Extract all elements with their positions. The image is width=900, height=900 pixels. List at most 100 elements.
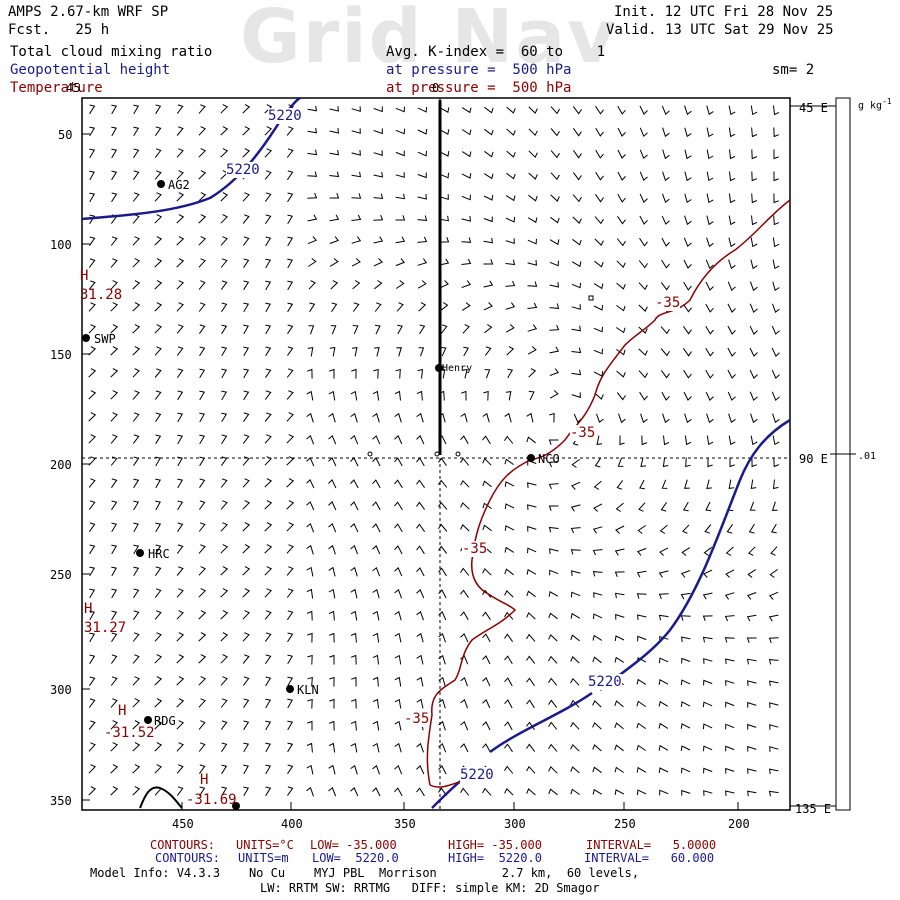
wind-barb [639, 237, 648, 247]
wind-barb [769, 746, 779, 752]
wind-barb [638, 260, 648, 269]
wind-barb [641, 435, 648, 446]
wind-barb [772, 237, 780, 248]
wind-barb [638, 326, 648, 334]
wind-barb [618, 413, 626, 424]
wind-barb [548, 721, 558, 730]
wind-barb [728, 193, 736, 204]
wind-barb [771, 347, 780, 357]
wind-barb [242, 632, 250, 642]
wind-barb [329, 654, 335, 665]
wind-barb [416, 412, 424, 423]
wind-barb [133, 544, 140, 555]
wind-barb [727, 325, 736, 335]
wind-barb [729, 171, 736, 182]
wind-barb [198, 104, 206, 114]
wind-barb [265, 280, 272, 291]
wind-barb [505, 324, 515, 333]
wind-barb [373, 150, 383, 156]
wind-barb [416, 457, 425, 467]
wind-barb [372, 523, 381, 533]
wind-barb [220, 104, 229, 114]
wind-barb [616, 238, 626, 247]
wind-barb [615, 525, 625, 534]
wind-barb [373, 368, 379, 379]
wind-barb [550, 194, 560, 202]
wind-barb [724, 615, 735, 622]
wind-barb [483, 173, 494, 180]
wind-barb [372, 698, 379, 709]
wind-barb [725, 701, 735, 708]
wind-barb [660, 502, 668, 512]
wind-barb [89, 214, 96, 225]
wind-barb [308, 325, 315, 335]
wind-barb [350, 523, 359, 533]
wind-barb [306, 742, 313, 753]
wind-barb [614, 548, 625, 556]
wind-barb [155, 104, 162, 115]
wind-barb [220, 632, 229, 642]
wind-barb [596, 413, 604, 424]
height-pressure: at pressure = 500 hPa [386, 62, 572, 78]
wind-barb [111, 522, 118, 533]
wind-barb [395, 172, 405, 178]
wind-barb [394, 479, 403, 489]
wind-barb [594, 392, 604, 400]
wind-barb [702, 723, 713, 730]
wind-barb [307, 214, 318, 222]
wind-barb [728, 435, 736, 446]
wind-barb [132, 742, 141, 752]
wind-barb [703, 658, 713, 664]
wind-barb [154, 368, 162, 378]
wind-barb [658, 744, 669, 751]
wind-barb [438, 632, 446, 643]
wind-barb [751, 171, 758, 182]
wind-barb [417, 193, 427, 200]
wind-barb [461, 129, 472, 136]
wind-barb [592, 634, 603, 641]
wind-barb [570, 527, 581, 534]
wind-barb [198, 566, 206, 576]
wind-barb [417, 215, 428, 221]
wind-barb [395, 236, 406, 244]
wind-barb [286, 544, 294, 554]
wind-barb [749, 303, 758, 314]
wind-barb [287, 698, 293, 709]
wind-barb [571, 347, 582, 354]
wind-barb [751, 215, 758, 226]
wind-barb [307, 654, 313, 665]
wind-barb [681, 789, 691, 796]
wind-barb [220, 478, 228, 488]
wind-barb [684, 171, 692, 182]
wind-barb [570, 743, 580, 752]
wind-barb [242, 192, 250, 202]
wind-barb [592, 722, 602, 730]
wind-barb [394, 501, 403, 511]
wind-barb [592, 549, 603, 556]
wind-barb [614, 635, 625, 641]
wind-barb [265, 676, 272, 687]
wind-barb [550, 106, 560, 115]
wind-barb [593, 304, 604, 311]
wind-barb [549, 368, 560, 376]
wind-barb [617, 127, 626, 137]
wind-barb [111, 104, 118, 115]
wind-barb [768, 614, 779, 622]
wind-barb [111, 544, 118, 555]
wind-barb [593, 480, 602, 490]
wind-barb [771, 325, 780, 335]
wind-barb [198, 236, 207, 246]
wind-barb [504, 787, 514, 796]
wind-barb [527, 302, 538, 309]
wind-barb [132, 610, 140, 620]
wind-barb [372, 742, 380, 753]
wind-barb [660, 326, 670, 335]
wind-barb [702, 701, 713, 708]
wind-barb [328, 720, 335, 731]
wind-barb [746, 637, 757, 643]
wind-barb [680, 723, 691, 729]
wind-barb [483, 302, 493, 311]
wind-barb [88, 346, 97, 356]
wind-barb [372, 412, 380, 423]
wind-barb [416, 435, 425, 445]
